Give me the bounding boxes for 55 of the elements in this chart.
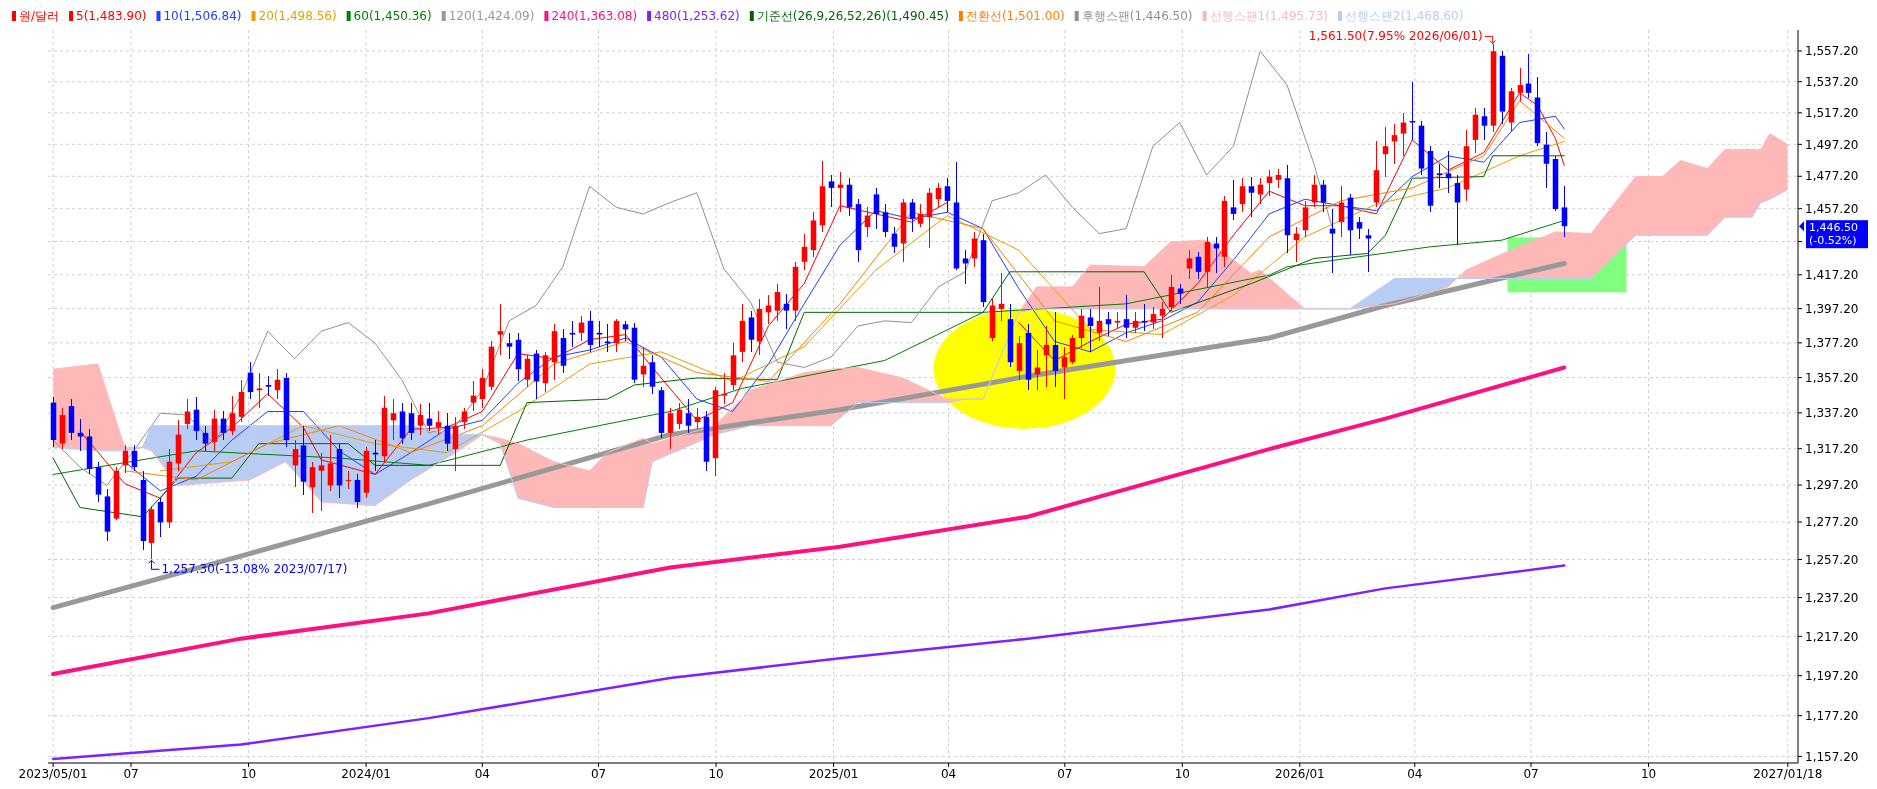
y-tick-label: 1,197.20: [1805, 668, 1859, 683]
legend-label: 기준선(26,9,26,52,26)(1,490.45): [756, 9, 949, 23]
x-tick-label: 2026/01: [1274, 767, 1325, 781]
line-series: [51, 365, 1567, 677]
legend-label: 60(1,450.36): [353, 9, 432, 23]
x-tick-label: 2024/01: [341, 767, 391, 781]
annotation: 1,561.50(7.95% 2026/06/01): [1308, 29, 1483, 44]
y-tick-label: 1,457.20: [1805, 201, 1859, 216]
legend-label: 480(1,253.62): [654, 9, 740, 23]
y-tick-label: 1,397.20: [1805, 301, 1859, 316]
legend-label: 120(1,424.09): [448, 9, 535, 23]
x-tick-label: 10: [240, 767, 257, 781]
legend-label: 240(1,363.08): [551, 9, 638, 23]
legend-label: 후행스팬(1,446.50): [1081, 9, 1193, 23]
y-tick-label: 1,317.20: [1805, 441, 1859, 456]
y-tick-label: 1,377.20: [1805, 336, 1859, 351]
line-series: [51, 564, 1566, 761]
legend-label: 원/달러: [19, 9, 60, 23]
legend-label: 전환선(1,501.00): [965, 9, 1065, 23]
x-tick-label: 07: [123, 767, 139, 781]
y-tick-label: 1,557.20: [1805, 44, 1859, 59]
y-tick-label: 1,257.20: [1805, 552, 1859, 567]
x-tick-label: 2023/05/01: [18, 767, 88, 781]
x-tick-label: 04: [1407, 767, 1423, 781]
x-tick-label: 10: [1174, 767, 1190, 781]
x-tick-label: 04: [474, 767, 490, 781]
x-tick-label: 07: [1523, 767, 1539, 781]
y-tick-label: 1,177.20: [1805, 708, 1859, 723]
y-tick-label: 1,357.20: [1805, 370, 1859, 385]
y-tick-label: 1,417.20: [1805, 268, 1859, 283]
legend-label: 20(1,498.56): [258, 9, 337, 23]
y-tick-label: 1,217.20: [1805, 629, 1859, 644]
y-tick-label: 1,537.20: [1805, 74, 1859, 89]
y-tick-label: 1,517.20: [1805, 106, 1859, 120]
annotation: 1,257.30(-13.08% 2023/07/17): [161, 562, 348, 577]
legend-label: 10(1,506.84): [163, 9, 242, 23]
y-tick-label: 1,237.20: [1805, 590, 1859, 605]
x-tick-label: 07: [1057, 767, 1073, 781]
y-tick-label: 1,297.20: [1805, 478, 1859, 493]
x-tick-label: 10: [1640, 767, 1657, 781]
y-tick-label: 1,477.20: [1805, 169, 1859, 184]
x-tick-label: 2025/01: [808, 767, 859, 781]
legend-label: 5(1,483.90): [76, 9, 147, 23]
x-tick-label: 04: [940, 767, 957, 781]
text: 1,446.50 (-0.52%): [1809, 221, 1858, 248]
y-tick-label: 1,157.20: [1805, 749, 1859, 764]
y-tick-label: 1,497.20: [1805, 137, 1859, 152]
x-tick-label: 07: [590, 767, 607, 781]
line-series: [52, 155, 1565, 518]
y-tick-label: 1,277.20: [1805, 515, 1859, 530]
legend-label: 선행스팬2(1,468.60): [1344, 9, 1464, 23]
x-tick-label: 2027/01/18: [1753, 767, 1823, 781]
legend-label: 선행스팬1(1,495.73): [1209, 9, 1328, 23]
x-tick-label: 10: [708, 767, 724, 781]
y-tick-label: 1,337.20: [1805, 406, 1859, 421]
